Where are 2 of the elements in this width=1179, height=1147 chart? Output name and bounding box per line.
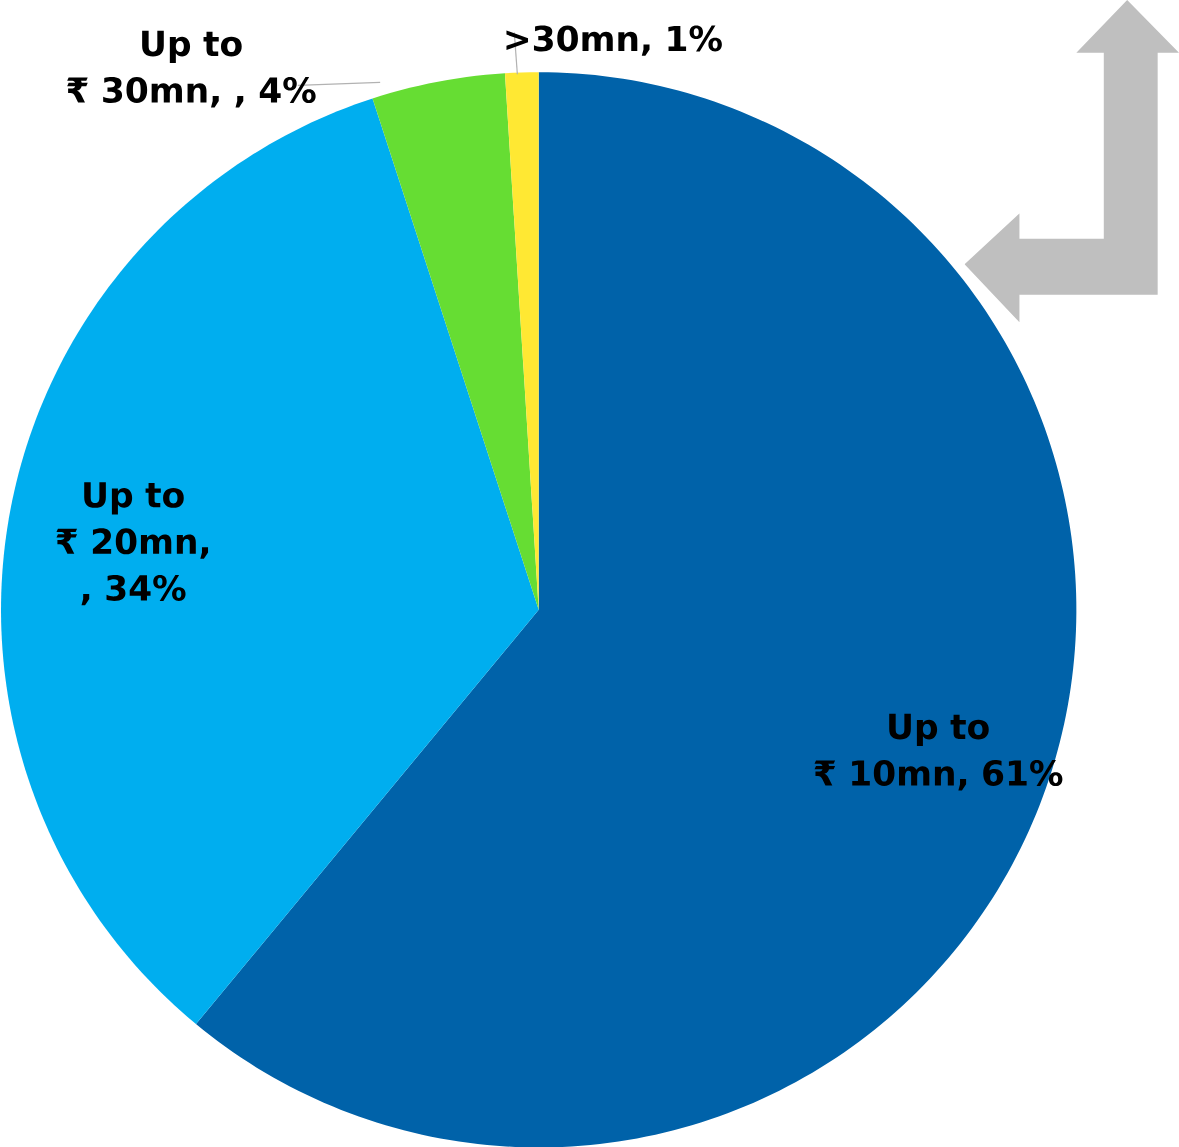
slice-label: >30mn [506,25,638,52]
data-label: , 1% [641,25,722,56]
